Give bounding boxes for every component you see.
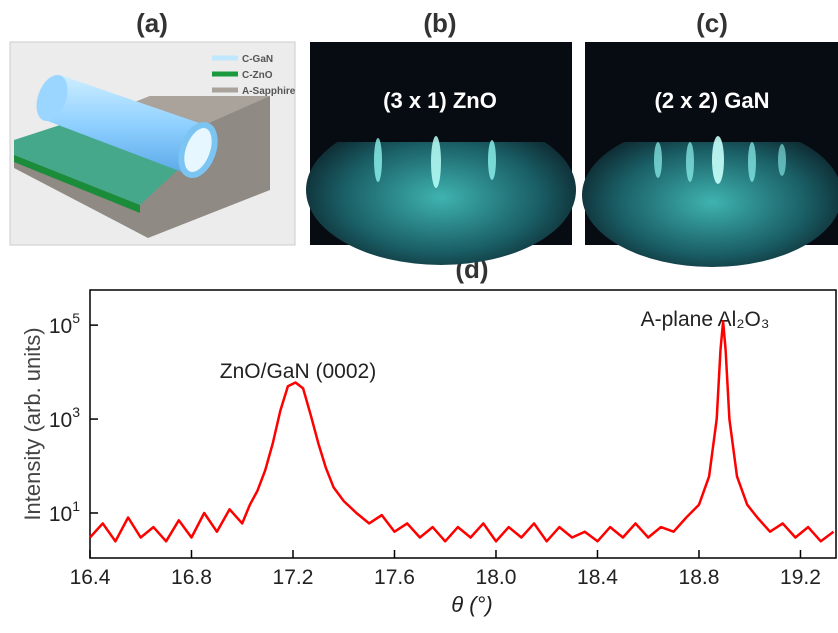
x-axis-label: θ (°): [451, 592, 493, 617]
diffraction-glow: [582, 123, 838, 267]
y-tick-label: 105: [49, 310, 80, 338]
legend-label: C-GaN: [242, 54, 273, 65]
panel-label: (a): [136, 8, 168, 38]
tick-base: 10: [49, 315, 72, 338]
x-tick-label: 17.2: [273, 566, 314, 589]
annotation: ZnO/GaN (0002): [220, 360, 376, 383]
y-tick-label: 101: [49, 498, 80, 526]
x-tick-label: 16.4: [70, 566, 111, 589]
figure: (a) (b) (c) (d) C-GaN C-ZnO A-Sapphire (…: [0, 0, 838, 628]
tick-base: 10: [49, 503, 72, 526]
panel-label: (b): [423, 8, 456, 38]
x-tick-label: 18.0: [476, 566, 517, 589]
data-line: [90, 321, 834, 541]
legend-label: A-Sapphire: [242, 86, 296, 97]
tick-exponent: 3: [72, 404, 80, 420]
streak: [686, 142, 694, 182]
streak: [654, 142, 662, 178]
x-tick-label: 18.8: [679, 566, 720, 589]
x-tick-label: 17.6: [374, 566, 415, 589]
image-title: (2 x 2) GaN: [655, 88, 770, 113]
x-tick-label: 19.2: [780, 566, 821, 589]
rheed-image: (2 x 2) GaN: [582, 42, 838, 267]
tick-base: 10: [49, 409, 72, 432]
x-tick-label: 16.8: [171, 566, 212, 589]
rheed-image: (3 x 1) ZnO: [306, 42, 576, 265]
annotation: A-plane Al₂O₃: [641, 308, 770, 331]
panel-label: (c): [696, 8, 728, 38]
streak: [374, 138, 382, 182]
x-tick-label: 18.4: [577, 566, 618, 589]
y-axis-label: Intensity (arb. units): [20, 327, 45, 520]
streak: [778, 144, 786, 176]
tick-exponent: 5: [72, 310, 80, 326]
schematic: C-GaN C-ZnO A-Sapphire: [10, 42, 296, 245]
image-title: (3 x 1) ZnO: [383, 88, 497, 113]
tick-exponent: 1: [72, 498, 80, 514]
legend-label: C-ZnO: [242, 70, 273, 81]
streak: [488, 140, 496, 180]
streak: [748, 142, 756, 182]
streak: [431, 136, 441, 188]
y-tick-label: 103: [49, 404, 80, 432]
streak: [712, 136, 724, 184]
